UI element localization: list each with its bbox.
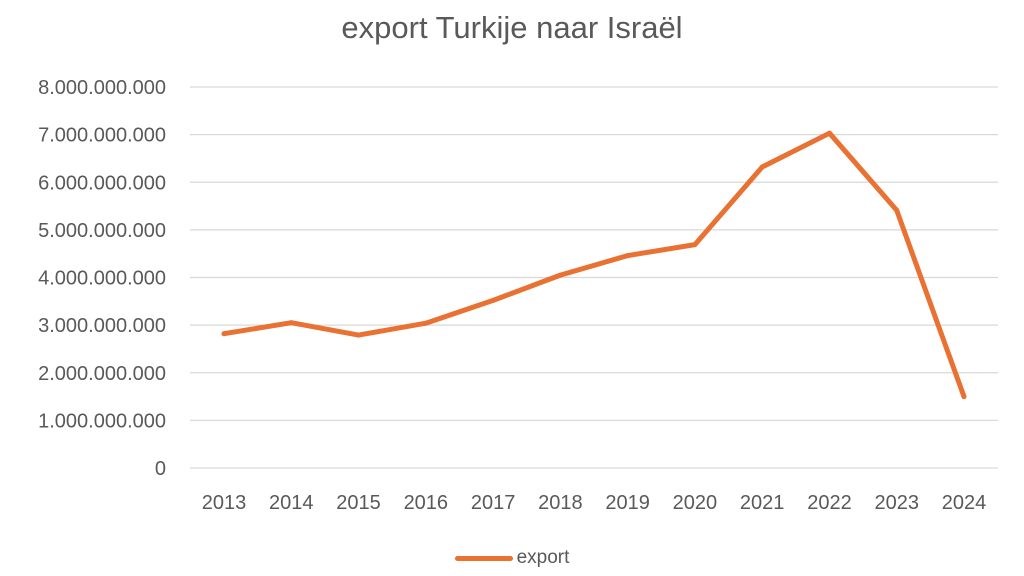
x-tick-label: 2021 (740, 492, 785, 514)
x-tick-label: 2022 (807, 492, 852, 514)
data-point (288, 320, 294, 326)
x-tick-label: 2018 (538, 492, 583, 514)
legend-label: export (516, 547, 570, 568)
legend-swatch (454, 555, 513, 561)
data-point (826, 130, 832, 136)
x-tick-label: 2019 (605, 492, 650, 514)
data-point (221, 331, 227, 337)
y-tick-label: 7.000.000.000 (38, 125, 166, 147)
data-point (423, 320, 429, 326)
data-point (894, 207, 900, 213)
x-tick-label: 2015 (336, 492, 381, 514)
x-axis-tick-labels: 2013 2014 2015 2016 2017 2018 2019 2020 2021 2022… (202, 492, 987, 514)
y-tick-label: 6.000.000.000 (38, 172, 166, 194)
series-layer (221, 130, 967, 400)
x-tick-label: 2014 (269, 492, 314, 514)
data-point (356, 332, 362, 338)
data-point (692, 242, 698, 248)
y-axis-tick-labels: 0 1.000.000.000 2.000.000.000 3.000.000.000… (38, 77, 166, 480)
x-tick-label: 2020 (673, 492, 718, 514)
legend-item-export: export (454, 545, 570, 571)
data-point (625, 253, 631, 259)
x-tick-label: 2023 (874, 492, 919, 514)
y-tick-label: 4.000.000.000 (38, 268, 166, 290)
data-point (490, 297, 496, 303)
x-tick-label: 2013 (202, 492, 247, 514)
chart-title: export Turkije naar Israël (341, 10, 683, 45)
y-tick-label: 1.000.000.000 (38, 410, 166, 432)
y-tick-label: 8.000.000.000 (38, 77, 166, 99)
gridlines (190, 86, 998, 469)
data-point (961, 394, 967, 400)
y-tick-label: 2.000.000.000 (38, 363, 166, 385)
y-tick-label: 0 (155, 458, 166, 480)
y-tick-label: 5.000.000.000 (38, 220, 166, 242)
y-tick-label: 3.000.000.000 (38, 315, 166, 337)
series-line-export (221, 130, 967, 400)
data-point (557, 272, 563, 278)
x-tick-label: 2016 (404, 492, 449, 514)
data-point (759, 164, 765, 170)
legend: export (0, 545, 1024, 571)
x-tick-label: 2017 (471, 492, 516, 514)
x-tick-label: 2024 (942, 492, 987, 514)
